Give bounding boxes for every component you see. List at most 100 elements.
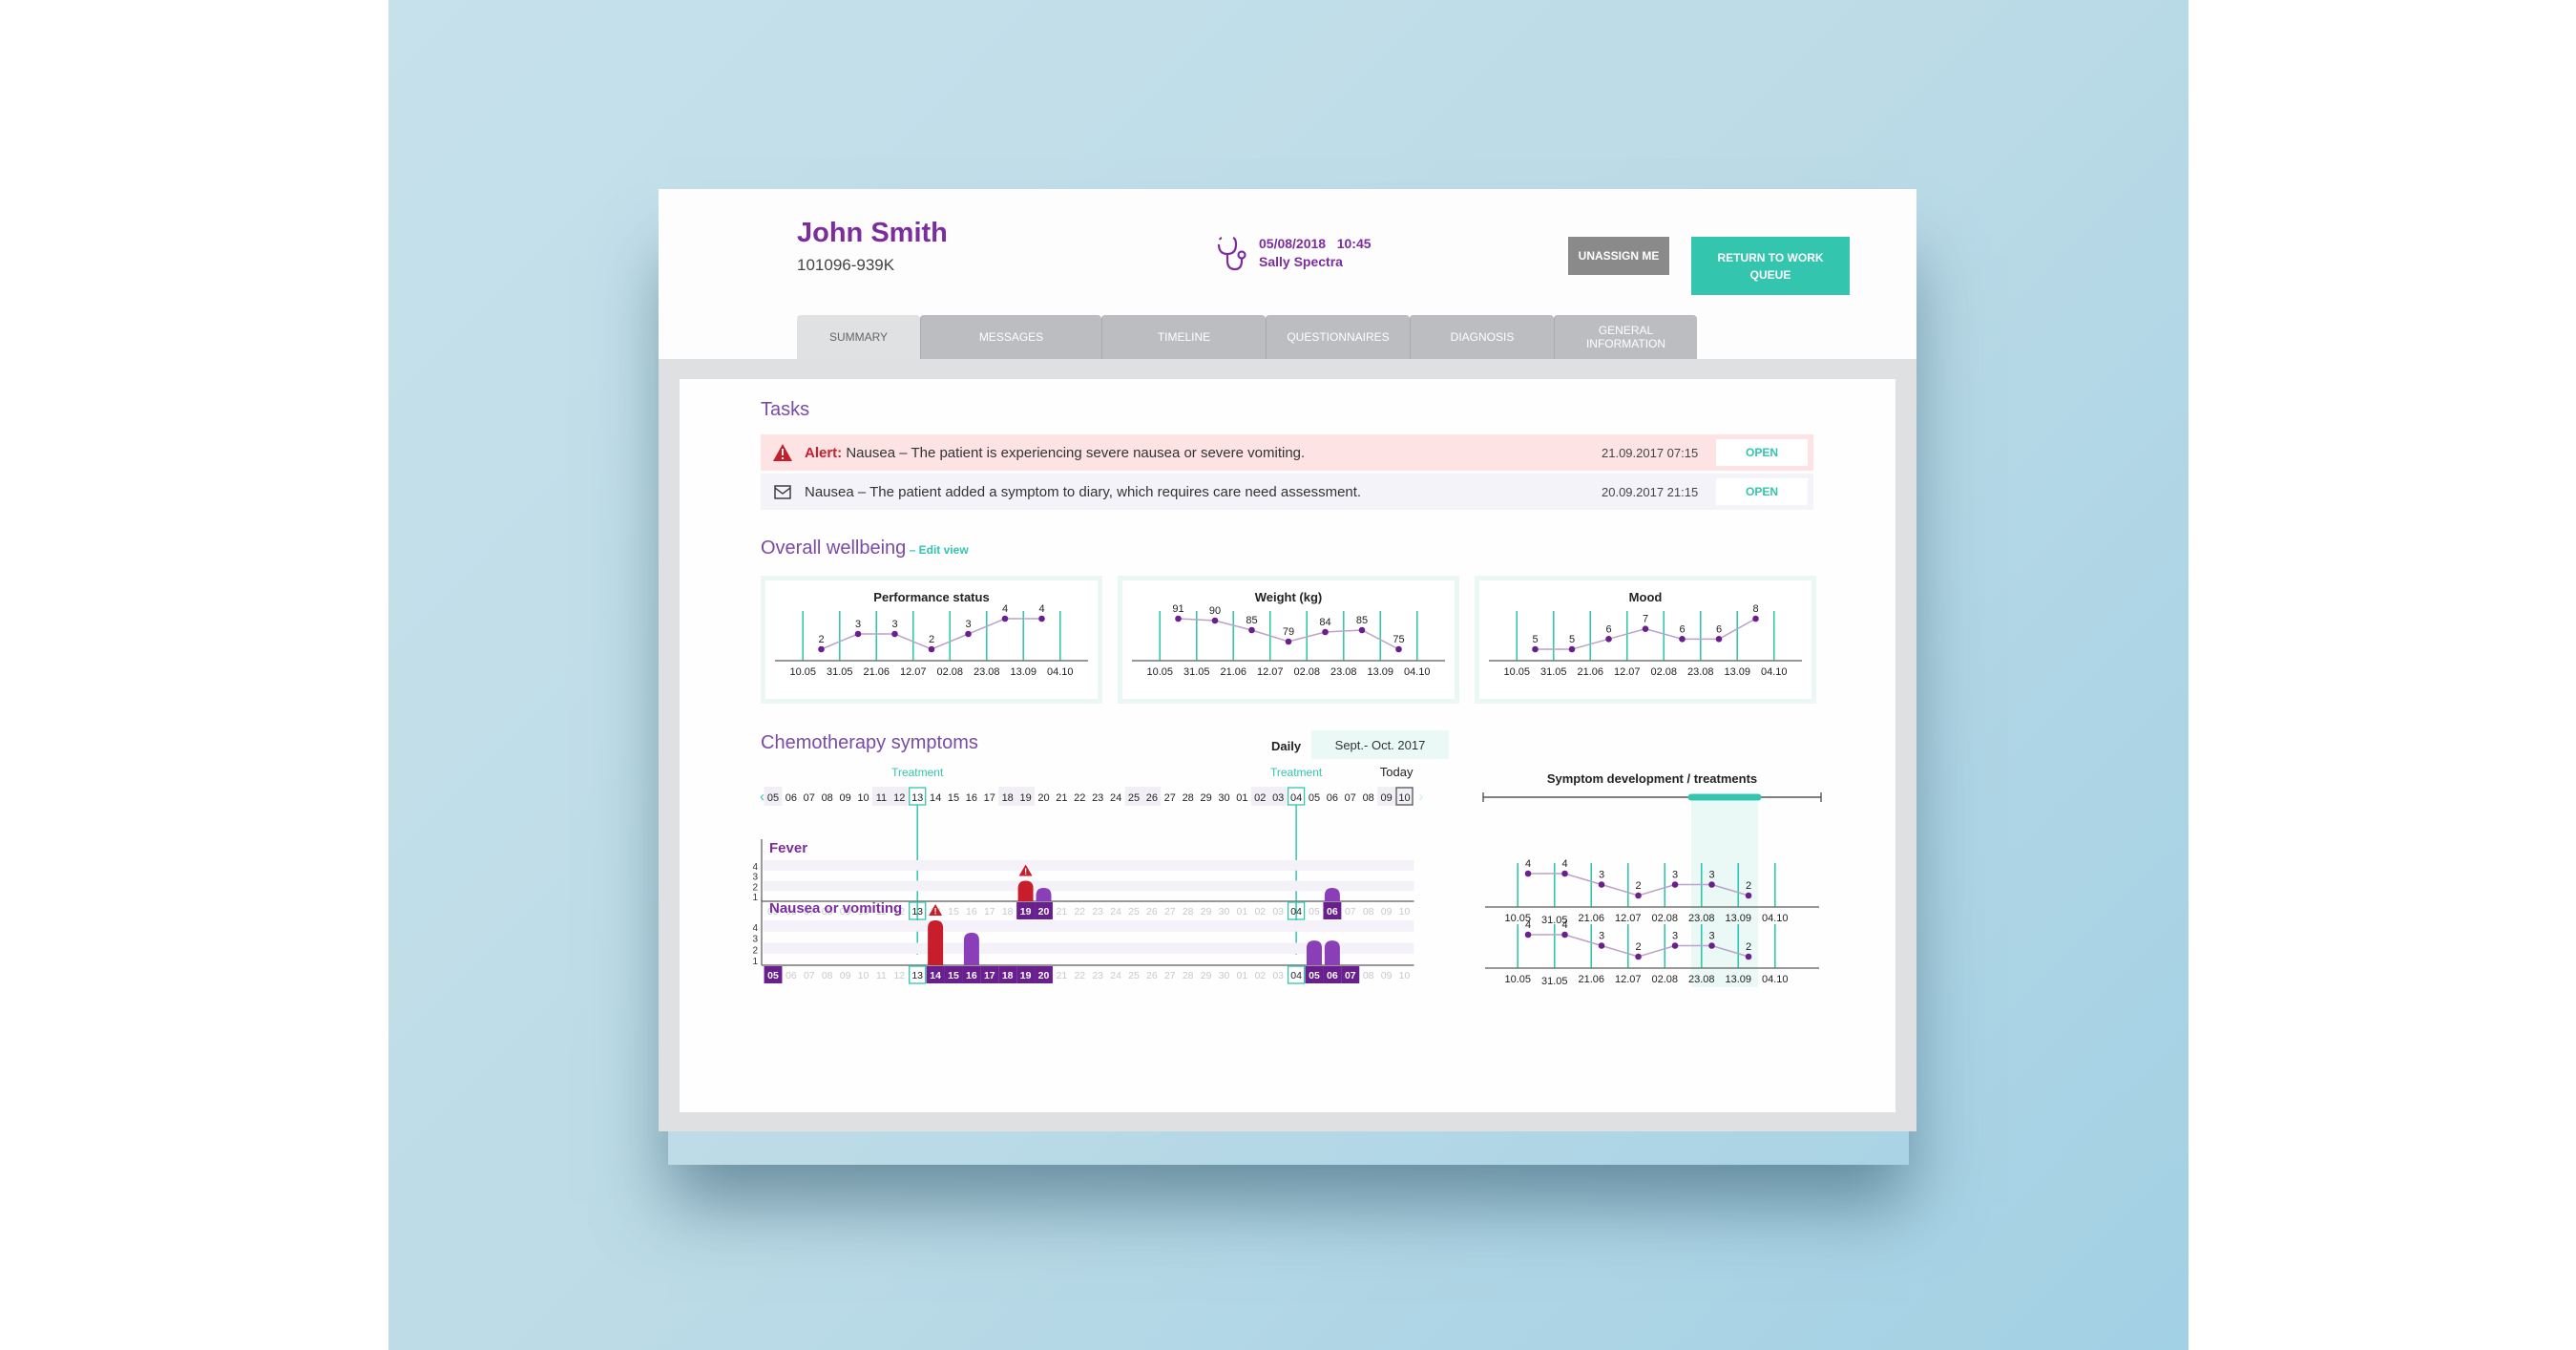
tab-questionnaires[interactable]: QUESTIONNAIRES [1266, 315, 1410, 359]
daily-label: Daily [1271, 739, 1302, 753]
svg-text:12.07: 12.07 [1257, 666, 1284, 678]
task-row-message[interactable]: Nausea – The patient added a symptom to … [761, 474, 1813, 510]
svg-text:Symptom development / treatmen: Symptom development / treatments [1547, 771, 1757, 786]
svg-text:01: 01 [1236, 792, 1247, 804]
svg-text:01: 01 [1237, 906, 1248, 918]
svg-text:02.08: 02.08 [936, 666, 963, 678]
svg-text:25: 25 [1128, 792, 1140, 804]
svg-text:11: 11 [876, 906, 887, 918]
svg-text:27: 27 [1164, 906, 1176, 918]
svg-text:4: 4 [1561, 858, 1567, 870]
svg-text:90: 90 [1209, 605, 1221, 617]
svg-text:06: 06 [785, 906, 797, 918]
svg-text:12.07: 12.07 [1614, 666, 1641, 678]
svg-text:09: 09 [840, 906, 851, 918]
tab-messages[interactable]: MESSAGES [920, 315, 1101, 359]
svg-text:10.05: 10.05 [1146, 666, 1173, 678]
svg-text:21: 21 [1057, 970, 1068, 981]
svg-text:23: 23 [1092, 792, 1103, 804]
svg-text:10.05: 10.05 [1503, 666, 1530, 678]
period-selector[interactable]: Sept.- Oct. 2017 [1311, 730, 1449, 759]
svg-text:02.08: 02.08 [1650, 666, 1677, 678]
task-open-button[interactable]: OPEN [1716, 439, 1808, 466]
svg-text:08: 08 [1363, 792, 1374, 804]
svg-text:31.05: 31.05 [1541, 915, 1568, 926]
svg-text:10: 10 [858, 970, 869, 981]
svg-text:21: 21 [1056, 792, 1067, 804]
svg-text:4: 4 [752, 923, 758, 934]
svg-text:2: 2 [1635, 880, 1641, 892]
prev-arrow-icon[interactable]: ‹ [760, 789, 764, 805]
svg-text:04.10: 04.10 [1762, 974, 1789, 985]
svg-text:12: 12 [893, 906, 905, 918]
svg-text:26: 26 [1146, 906, 1158, 918]
svg-text:10: 10 [1398, 792, 1410, 804]
svg-text:03: 03 [1272, 792, 1284, 804]
patient-header: John Smith 101096-939K 05/08/2018 10:45 … [659, 189, 1916, 359]
svg-text:06: 06 [785, 970, 797, 981]
svg-text:1: 1 [752, 957, 758, 967]
svg-text:07: 07 [804, 906, 815, 918]
svg-text:24: 24 [1110, 792, 1121, 804]
svg-text:3: 3 [1672, 870, 1678, 881]
task-open-button[interactable]: OPEN [1716, 478, 1808, 505]
stethoscope-icon [1217, 236, 1246, 271]
svg-text:14: 14 [930, 970, 941, 981]
svg-text:19: 19 [1019, 792, 1031, 804]
svg-text:Today: Today [1380, 765, 1414, 779]
svg-text:21.06: 21.06 [1578, 913, 1604, 924]
svg-text:12.07: 12.07 [1615, 974, 1642, 985]
svg-text:Treatment: Treatment [1270, 766, 1323, 779]
svg-text:23.08: 23.08 [1687, 666, 1714, 678]
svg-text:3: 3 [855, 619, 861, 630]
svg-text:07: 07 [804, 792, 815, 804]
svg-text:2: 2 [1746, 941, 1751, 953]
performance-status-plot: 10.05 31.05 21.06 12.07 02.08 23.08 13.09 04.10… [775, 603, 1088, 678]
tab-timeline[interactable]: TIMELINE [1101, 315, 1266, 359]
svg-text:08: 08 [1363, 970, 1374, 981]
svg-text:Fever: Fever [769, 840, 807, 856]
svg-text:19: 19 [1020, 970, 1032, 981]
svg-text:31.05: 31.05 [1541, 976, 1568, 987]
svg-text:23.08: 23.08 [1330, 666, 1357, 678]
svg-text:22: 22 [1074, 906, 1085, 918]
svg-text:21.06: 21.06 [1578, 974, 1604, 985]
svg-text:05: 05 [1309, 970, 1320, 981]
svg-text:07: 07 [1345, 906, 1356, 918]
svg-text:28: 28 [1183, 906, 1194, 918]
chart-title: Mood [1628, 590, 1663, 604]
svg-text:04: 04 [1290, 970, 1302, 981]
svg-text:17: 17 [984, 792, 995, 804]
tab-diagnosis[interactable]: DIAGNOSIS [1410, 315, 1554, 359]
svg-text:18: 18 [1002, 906, 1014, 918]
svg-text:28: 28 [1183, 792, 1194, 804]
task-row-alert[interactable]: Alert: Nausea – The patient is experienc… [761, 434, 1813, 471]
tab-bar: SUMMARY MESSAGES TIMELINE QUESTIONNAIRES… [797, 315, 1697, 359]
envelope-icon [761, 484, 805, 499]
chemo-title: Chemotherapy symptoms [761, 732, 978, 753]
svg-text:84: 84 [1319, 617, 1330, 628]
return-to-work-queue-button[interactable]: RETURN TO WORK QUEUE [1691, 237, 1850, 295]
svg-text:20: 20 [1037, 792, 1049, 804]
svg-text:1: 1 [752, 893, 758, 903]
weight-plot: 10.05 31.05 21.06 12.07 02.08 23.08 13.09 04.10… [1132, 603, 1445, 678]
svg-text:02.08: 02.08 [1651, 974, 1678, 985]
edit-view-link[interactable]: – Edit view [906, 543, 969, 557]
svg-text:11: 11 [876, 970, 887, 981]
unassign-me-button[interactable]: UNASSIGN ME [1568, 237, 1669, 275]
next-arrow-icon[interactable]: › [1418, 789, 1423, 805]
tab-general-information[interactable]: GENERAL INFORMATION [1554, 315, 1697, 359]
svg-text:09: 09 [839, 792, 850, 804]
patient-id: 101096-939K [797, 256, 895, 274]
svg-text:06: 06 [1327, 792, 1338, 804]
svg-text:15: 15 [948, 792, 959, 804]
svg-text:19: 19 [1020, 906, 1032, 918]
svg-text:13.09: 13.09 [1724, 666, 1750, 678]
svg-text:05: 05 [1309, 792, 1320, 804]
svg-text:07: 07 [1345, 792, 1356, 804]
tab-summary[interactable]: SUMMARY [797, 315, 920, 359]
svg-text:85: 85 [1246, 615, 1257, 626]
svg-text:05: 05 [767, 906, 779, 918]
clinician-datetime: 05/08/2018 10:45 [1259, 236, 1372, 251]
warning-icon [761, 443, 805, 462]
